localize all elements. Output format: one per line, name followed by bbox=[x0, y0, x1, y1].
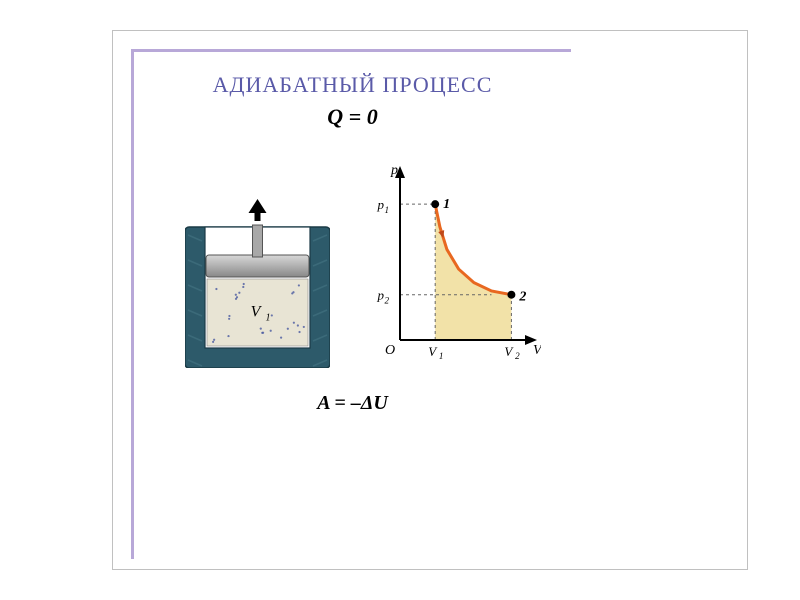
svg-text:V: V bbox=[504, 344, 514, 359]
adiabatic-chart: pVOp1p2V1V212 bbox=[366, 158, 541, 368]
equation-work: A = –ΔU bbox=[134, 392, 571, 415]
svg-text:p: p bbox=[376, 288, 384, 303]
svg-text:V: V bbox=[533, 343, 541, 358]
figures-row: V1 pVOp1p2V1V212 bbox=[154, 158, 571, 368]
page-title: АДИАБАТНЫЙ ПРОЦЕСС bbox=[134, 72, 571, 98]
inner-frame: АДИАБАТНЫЙ ПРОЦЕСС Q = 0 V1 pVOp1p2V1V21… bbox=[131, 49, 571, 559]
svg-text:1: 1 bbox=[384, 205, 389, 215]
piston-diagram: V1 bbox=[185, 193, 330, 368]
equation-q-zero: Q = 0 bbox=[134, 104, 571, 130]
svg-text:O: O bbox=[384, 343, 394, 358]
svg-text:1: 1 bbox=[265, 313, 270, 324]
equation-q-rhs: 0 bbox=[367, 104, 378, 129]
svg-text:p: p bbox=[390, 163, 398, 178]
svg-text:V: V bbox=[428, 344, 438, 359]
svg-text:1: 1 bbox=[443, 197, 450, 212]
outer-frame: АДИАБАТНЫЙ ПРОЦЕСС Q = 0 V1 pVOp1p2V1V21… bbox=[112, 30, 748, 570]
svg-text:2: 2 bbox=[384, 296, 389, 306]
svg-text:2: 2 bbox=[515, 351, 520, 361]
equation-equals: = bbox=[349, 104, 367, 129]
equation-q-lhs: Q bbox=[327, 104, 343, 129]
svg-text:1: 1 bbox=[438, 351, 443, 361]
svg-text:p: p bbox=[376, 197, 384, 212]
svg-text:2: 2 bbox=[518, 290, 526, 305]
